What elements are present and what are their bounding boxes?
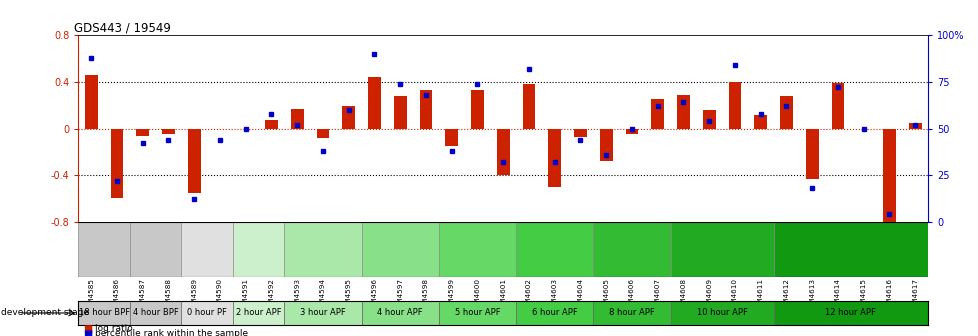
Bar — [677, 95, 689, 128]
Text: log ratio: log ratio — [95, 324, 133, 333]
Bar — [882, 128, 895, 224]
Bar — [161, 128, 175, 134]
Bar — [78, 222, 130, 277]
Bar — [470, 90, 483, 128]
Bar — [316, 128, 329, 138]
Bar — [515, 301, 593, 325]
Bar — [136, 128, 149, 135]
Text: 5 hour APF: 5 hour APF — [454, 308, 500, 318]
Text: 8 hour APF: 8 hour APF — [608, 308, 654, 318]
Bar — [284, 222, 361, 277]
Bar — [805, 128, 818, 179]
Bar — [573, 128, 586, 137]
Bar — [265, 120, 278, 128]
Bar — [779, 96, 792, 128]
Bar — [290, 109, 303, 128]
Bar — [593, 222, 670, 277]
Bar — [181, 301, 233, 325]
Text: 4 hour BPF: 4 hour BPF — [133, 308, 178, 318]
Text: 10 hour APF: 10 hour APF — [696, 308, 747, 318]
Bar — [361, 301, 438, 325]
Bar — [438, 301, 515, 325]
Bar — [650, 99, 663, 128]
Bar — [181, 222, 233, 277]
Text: percentile rank within the sample: percentile rank within the sample — [95, 330, 247, 336]
Text: GDS443 / 19549: GDS443 / 19549 — [74, 21, 171, 34]
Bar — [670, 301, 773, 325]
Bar — [600, 128, 612, 161]
Bar — [361, 222, 438, 277]
Bar — [111, 128, 123, 199]
Text: 2 hour APF: 2 hour APF — [236, 308, 281, 318]
Text: ■: ■ — [83, 324, 92, 334]
Text: 18 hour BPF: 18 hour BPF — [78, 308, 129, 318]
Text: development stage: development stage — [1, 308, 89, 318]
Bar — [393, 96, 406, 128]
Bar — [753, 115, 767, 128]
Bar — [522, 84, 535, 128]
Bar — [773, 301, 927, 325]
Bar — [233, 222, 284, 277]
Bar — [593, 301, 670, 325]
Bar — [445, 128, 458, 146]
Bar — [130, 301, 181, 325]
Bar — [85, 75, 98, 128]
Bar — [625, 128, 638, 134]
Bar — [670, 222, 773, 277]
Bar — [438, 222, 515, 277]
Bar — [78, 301, 130, 325]
Text: ■: ■ — [83, 329, 92, 336]
Bar — [368, 77, 380, 128]
Bar — [728, 82, 740, 128]
Bar — [342, 107, 355, 128]
Text: 0 hour PF: 0 hour PF — [187, 308, 227, 318]
Bar — [233, 301, 284, 325]
Bar — [284, 301, 361, 325]
Bar — [830, 83, 844, 128]
Bar — [130, 222, 181, 277]
Bar — [908, 123, 920, 128]
Text: 4 hour APF: 4 hour APF — [377, 308, 422, 318]
Text: 6 hour APF: 6 hour APF — [531, 308, 577, 318]
Text: 3 hour APF: 3 hour APF — [300, 308, 345, 318]
Bar — [548, 128, 560, 187]
Bar — [773, 222, 927, 277]
Bar — [420, 90, 432, 128]
Bar — [188, 128, 200, 193]
Bar — [496, 128, 510, 175]
Bar — [702, 110, 715, 128]
Bar — [515, 222, 593, 277]
Text: 12 hour APF: 12 hour APF — [824, 308, 875, 318]
